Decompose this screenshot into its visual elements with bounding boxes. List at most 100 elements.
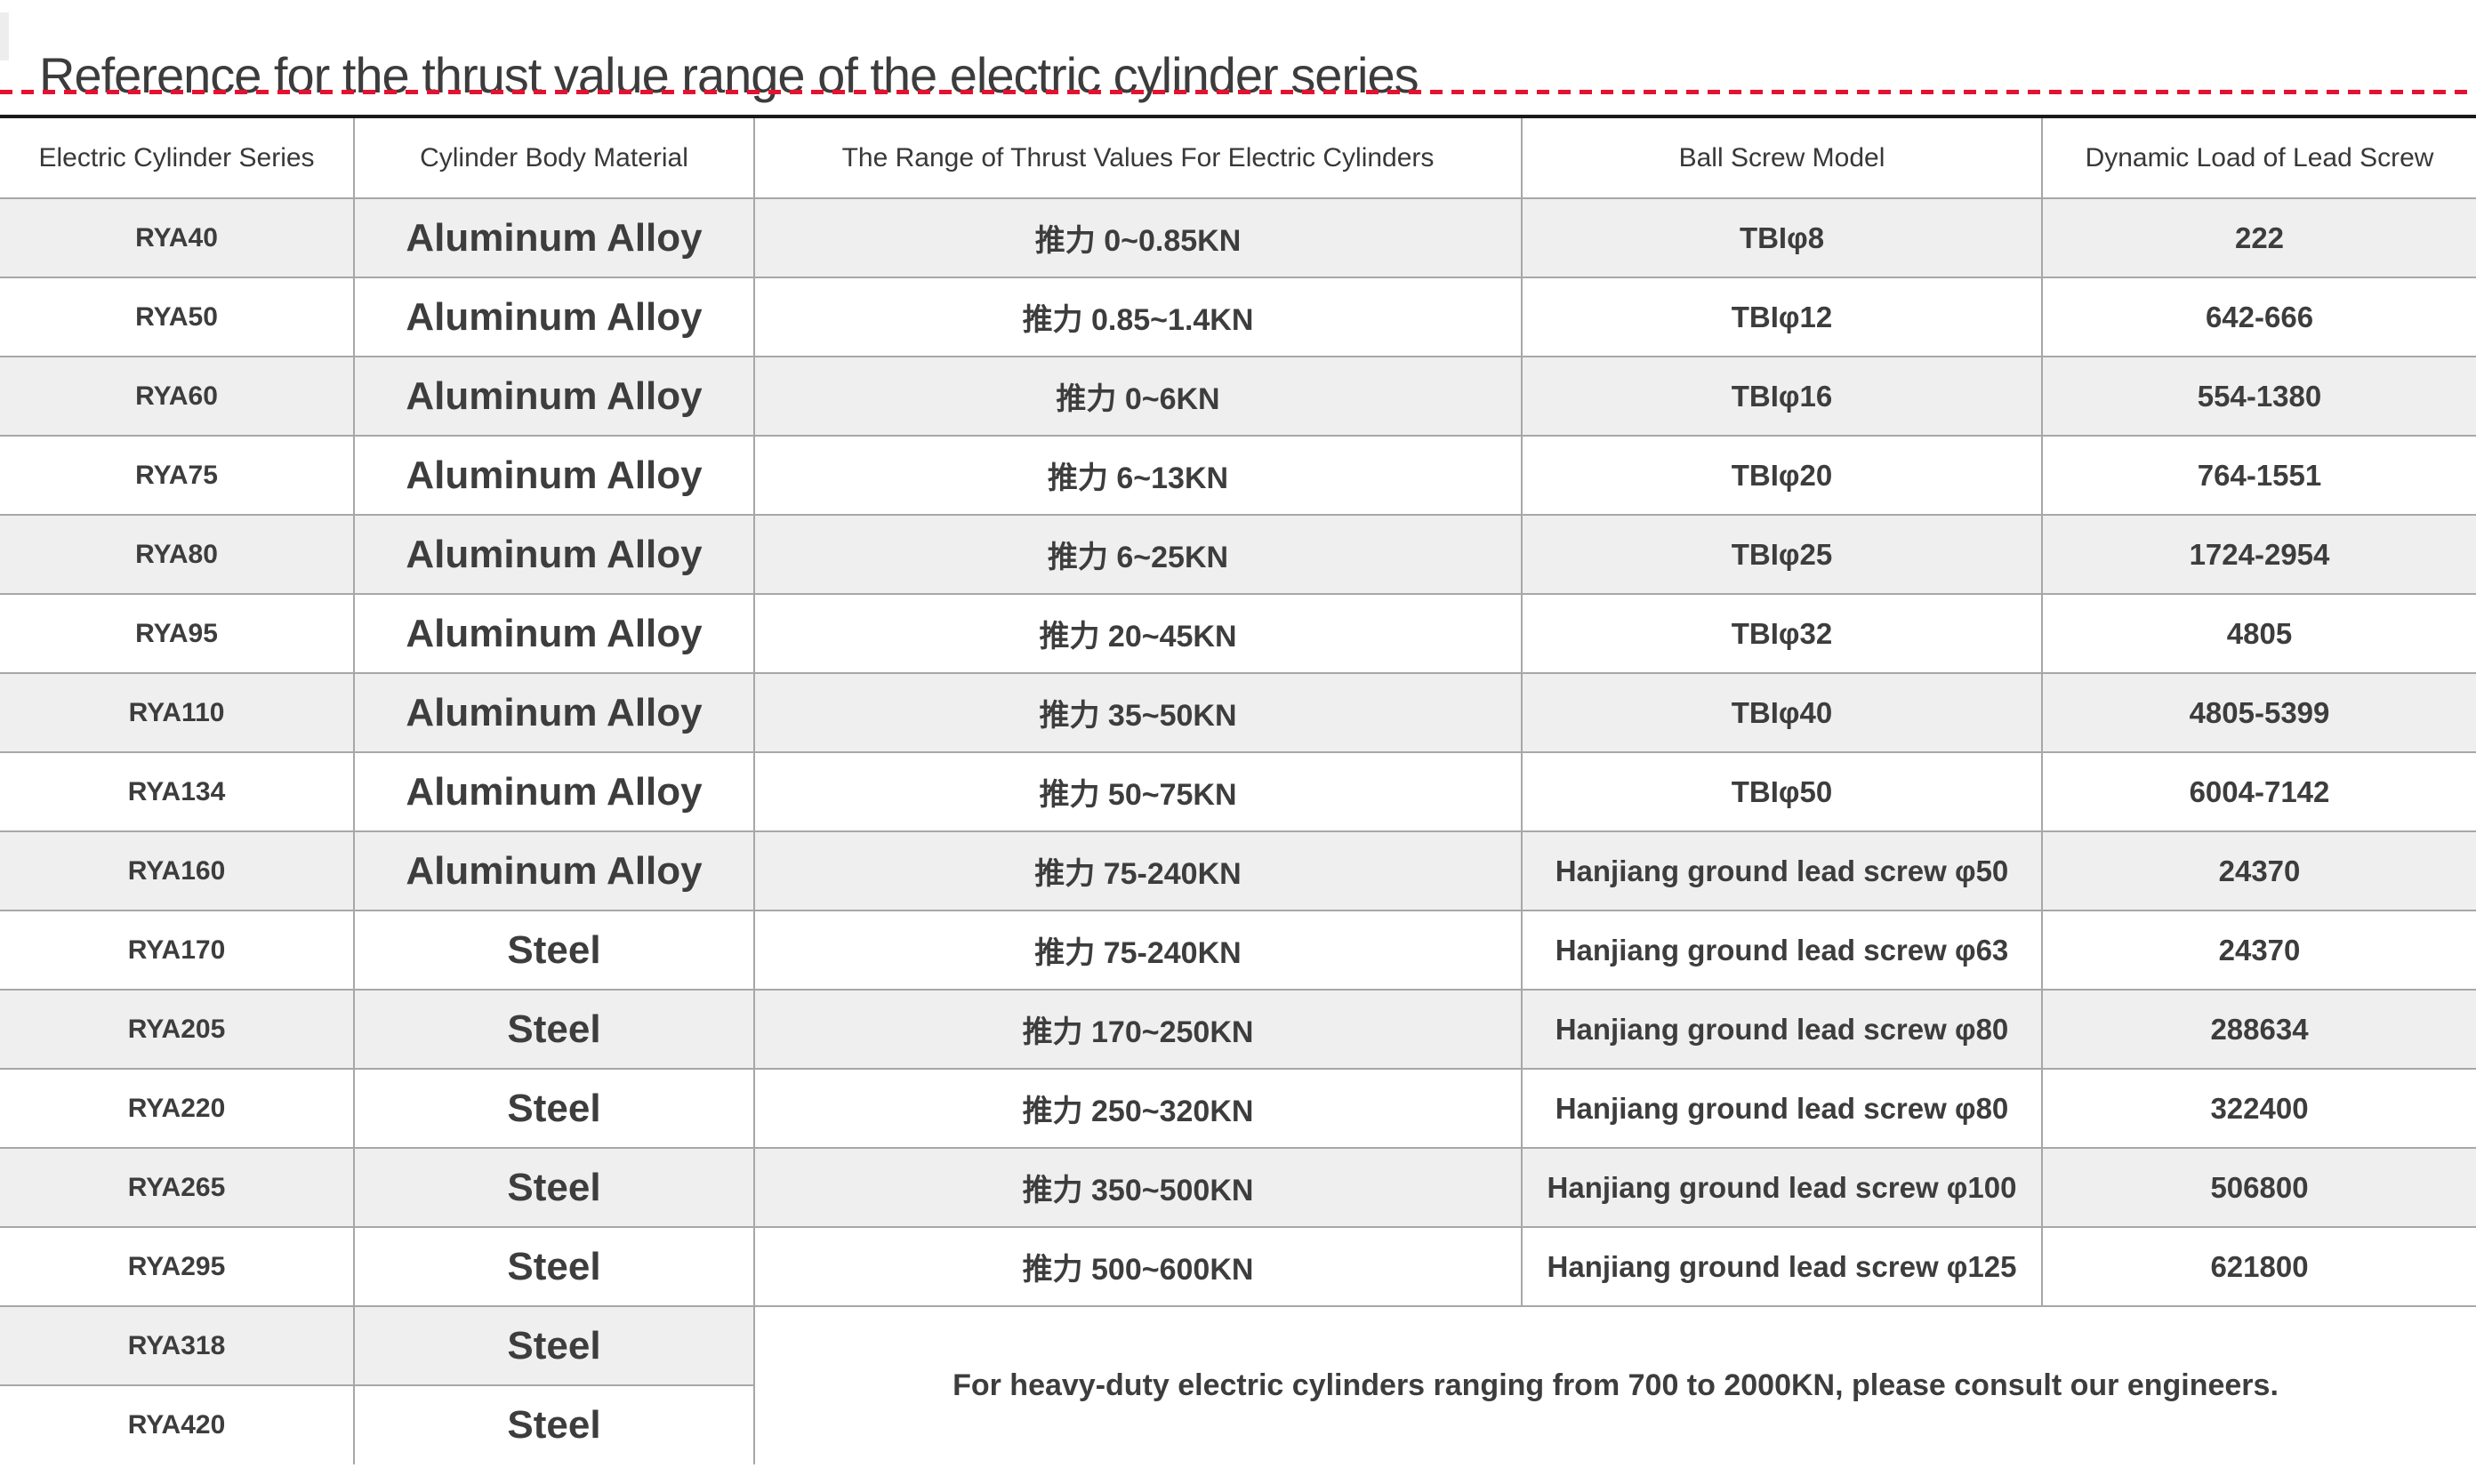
cell-material: Aluminum Alloy — [353, 830, 755, 911]
cell-thrust: 推力 6~25KN — [753, 514, 1523, 595]
cell-screw: Hanjiang ground lead screw φ63 — [1521, 910, 2043, 991]
cell-material: Aluminum Alloy — [353, 672, 755, 753]
table-body: RYA40 Aluminum Alloy 推力 0~0.85KN TBIφ8 2… — [0, 197, 2476, 1307]
cell-load: 4805-5399 — [2041, 672, 2476, 753]
cell-material: Aluminum Alloy — [353, 356, 755, 437]
cell-screw: TBIφ32 — [1521, 593, 2043, 674]
cell-thrust: 推力 500~600KN — [753, 1226, 1523, 1307]
cell-screw: TBIφ12 — [1521, 277, 2043, 357]
cell-load: 506800 — [2041, 1147, 2476, 1228]
table-row: RYA220 Steel 推力 250~320KN Hanjiang groun… — [0, 1068, 2476, 1149]
cell-load: 6004-7142 — [2041, 751, 2476, 832]
cell-series: RYA160 — [0, 830, 355, 911]
table-row: RYA110 Aluminum Alloy 推力 35~50KN TBIφ40 … — [0, 672, 2476, 753]
cell-screw: TBIφ8 — [1521, 197, 2043, 278]
cell-material: Steel — [353, 1147, 755, 1228]
cell-material: Aluminum Alloy — [353, 197, 755, 278]
heavy-duty-note: For heavy-duty electric cylinders rangin… — [753, 1305, 2476, 1465]
table-row: RYA80 Aluminum Alloy 推力 6~25KN TBIφ25 17… — [0, 514, 2476, 595]
cell-material: Aluminum Alloy — [353, 751, 755, 832]
cell-screw: TBIφ40 — [1521, 672, 2043, 753]
header-thrust: The Range of Thrust Values For Electric … — [753, 117, 1523, 199]
table-row: RYA60 Aluminum Alloy 推力 0~6KN TBIφ16 554… — [0, 356, 2476, 437]
cell-screw: Hanjiang ground lead screw φ100 — [1521, 1147, 2043, 1228]
cell-series: RYA134 — [0, 751, 355, 832]
cell-screw: TBIφ50 — [1521, 751, 2043, 832]
cell-material: Steel — [353, 1226, 755, 1307]
table-row: RYA134 Aluminum Alloy 推力 50~75KN TBIφ50 … — [0, 751, 2476, 832]
cell-load: 642-666 — [2041, 277, 2476, 357]
thrust-spec-table: Electric Cylinder Series Cylinder Body M… — [0, 117, 2476, 1465]
header-screw: Ball Screw Model — [1521, 117, 2043, 199]
table-row: RYA295 Steel 推力 500~600KN Hanjiang groun… — [0, 1226, 2476, 1307]
title-bullet — [0, 12, 9, 60]
cell-series: RYA80 — [0, 514, 355, 595]
cell-series: RYA295 — [0, 1226, 355, 1307]
cell-series: RYA40 — [0, 197, 355, 278]
cell-screw: Hanjiang ground lead screw φ80 — [1521, 1068, 2043, 1149]
cell-screw: Hanjiang ground lead screw φ50 — [1521, 830, 2043, 911]
red-dashed-divider — [0, 90, 2476, 94]
cell-screw: TBIφ25 — [1521, 514, 2043, 595]
header-row: Electric Cylinder Series Cylinder Body M… — [0, 117, 2476, 199]
cell-load: 322400 — [2041, 1068, 2476, 1149]
cell-series: RYA50 — [0, 277, 355, 357]
cell-series: RYA60 — [0, 356, 355, 437]
cell-thrust: 推力 170~250KN — [753, 989, 1523, 1070]
cell-series: RYA75 — [0, 435, 355, 516]
cell-series: RYA205 — [0, 989, 355, 1070]
cell-load: 222 — [2041, 197, 2476, 278]
table-row: RYA75 Aluminum Alloy 推力 6~13KN TBIφ20 76… — [0, 435, 2476, 516]
cell-series: RYA318 — [0, 1305, 355, 1386]
table-row: RYA265 Steel 推力 350~500KN Hanjiang groun… — [0, 1147, 2476, 1228]
cell-material: Steel — [353, 989, 755, 1070]
cell-load: 764-1551 — [2041, 435, 2476, 516]
header-load: Dynamic Load of Lead Screw — [2041, 117, 2476, 199]
cell-thrust: 推力 350~500KN — [753, 1147, 1523, 1228]
cell-material: Steel — [353, 1384, 755, 1465]
cell-screw: Hanjiang ground lead screw φ125 — [1521, 1226, 2043, 1307]
cell-series: RYA110 — [0, 672, 355, 753]
cell-screw: TBIφ20 — [1521, 435, 2043, 516]
table-row: RYA170 Steel 推力 75-240KN Hanjiang ground… — [0, 910, 2476, 991]
cell-material: Aluminum Alloy — [353, 435, 755, 516]
cell-thrust: 推力 35~50KN — [753, 672, 1523, 753]
cell-thrust: 推力 6~13KN — [753, 435, 1523, 516]
cell-load: 24370 — [2041, 830, 2476, 911]
cell-load: 4805 — [2041, 593, 2476, 674]
cell-load: 24370 — [2041, 910, 2476, 991]
cell-material: Steel — [353, 1305, 755, 1386]
cell-thrust: 推力 75-240KN — [753, 910, 1523, 991]
page-title: Reference for the thrust value range of … — [39, 46, 1419, 103]
table-footer-body: RYA318 Steel For heavy-duty electric cyl… — [0, 1305, 2476, 1465]
header-series: Electric Cylinder Series — [0, 117, 355, 199]
cell-material: Steel — [353, 1068, 755, 1149]
cell-thrust: 推力 250~320KN — [753, 1068, 1523, 1149]
table-row: RYA95 Aluminum Alloy 推力 20~45KN TBIφ32 4… — [0, 593, 2476, 674]
cell-thrust: 推力 20~45KN — [753, 593, 1523, 674]
cell-material: Aluminum Alloy — [353, 277, 755, 357]
spec-table-wrap: Electric Cylinder Series Cylinder Body M… — [0, 115, 2476, 1465]
table-row: RYA318 Steel For heavy-duty electric cyl… — [0, 1305, 2476, 1465]
cell-thrust: 推力 0~0.85KN — [753, 197, 1523, 278]
cell-screw: Hanjiang ground lead screw φ80 — [1521, 989, 2043, 1070]
table-row: RYA160 Aluminum Alloy 推力 75-240KN Hanjia… — [0, 830, 2476, 911]
cell-series: RYA220 — [0, 1068, 355, 1149]
cell-material: Steel — [353, 910, 755, 991]
table-row: RYA50 Aluminum Alloy 推力 0.85~1.4KN TBIφ1… — [0, 277, 2476, 357]
cell-load: 621800 — [2041, 1226, 2476, 1307]
cell-screw: TBIφ16 — [1521, 356, 2043, 437]
cell-load: 554-1380 — [2041, 356, 2476, 437]
cell-series: RYA95 — [0, 593, 355, 674]
table-header: Electric Cylinder Series Cylinder Body M… — [0, 117, 2476, 199]
cell-material: Aluminum Alloy — [353, 593, 755, 674]
cell-thrust: 推力 50~75KN — [753, 751, 1523, 832]
cell-series: RYA170 — [0, 910, 355, 991]
cell-thrust: 推力 0.85~1.4KN — [753, 277, 1523, 357]
cell-thrust: 推力 0~6KN — [753, 356, 1523, 437]
header-material: Cylinder Body Material — [353, 117, 755, 199]
cell-load: 1724-2954 — [2041, 514, 2476, 595]
table-row: RYA40 Aluminum Alloy 推力 0~0.85KN TBIφ8 2… — [0, 197, 2476, 278]
cell-material: Aluminum Alloy — [353, 514, 755, 595]
